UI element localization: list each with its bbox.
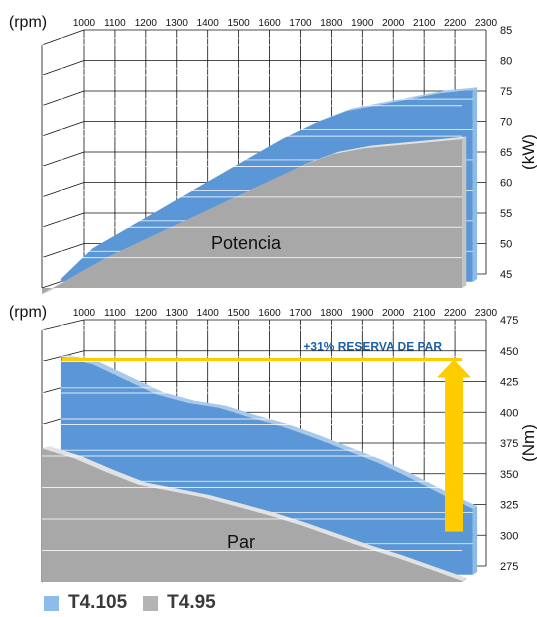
y-tick-label: 65 (500, 147, 512, 159)
x-tick-label: 1500 (227, 308, 250, 319)
x-tick-label: 2100 (413, 308, 436, 319)
torque-chart: 1000 1100 1200 1300 1400 1500 1600 1700 1800 1900… (9, 304, 537, 583)
grid-side-line (41, 90, 85, 107)
y-tick-label: 350 (500, 469, 518, 481)
y-tick-label: 50 (500, 239, 512, 251)
x-tick-label: 1300 (166, 18, 189, 29)
series-front-face (42, 139, 462, 295)
legend-item-t4105: T4.105 (44, 592, 127, 614)
x-tick-label: 1000 (73, 18, 96, 29)
y-tick-label: 85 (500, 25, 512, 37)
x-tick-label: 1600 (258, 308, 281, 319)
y-tick-label: 75 (500, 86, 512, 98)
reserve-annotation-text: +31% RESERVA DE PAR (303, 340, 442, 354)
x-axis-label: (rpm) (9, 304, 47, 321)
grid-side-line (41, 151, 85, 167)
chart-legend: T4.105 T4.95 (44, 592, 224, 614)
x-axis-label: (rpm) (9, 14, 47, 31)
x-tick-label: 1200 (135, 308, 158, 319)
x-tick-label: 1700 (289, 18, 312, 29)
x-tick-label: 1300 (166, 308, 189, 319)
reserve-arrow-shaft (445, 375, 463, 532)
inner-label: Par (227, 532, 255, 552)
y-tick-label: 275 (500, 561, 518, 573)
legend-label-t4105: T4.105 (68, 592, 128, 613)
x-tick-label: 1400 (197, 18, 220, 29)
y-tick-label: 300 (500, 530, 518, 542)
series-t495 (42, 44, 467, 295)
x-tick-label: 1400 (197, 308, 220, 319)
x-tick-label: 2000 (382, 308, 405, 319)
y-tick-label: 425 (500, 377, 518, 389)
x-tick-label: 1500 (227, 18, 250, 29)
x-tick-labels: 1000 1100 1200 1300 1400 1500 1600 1700 1800 1900… (73, 308, 498, 319)
y-tick-labels: 275 300 325 350 375 400 425 450 475 (500, 315, 518, 573)
x-tick-label: 1600 (258, 18, 281, 29)
grid-side-line (41, 243, 85, 259)
grid-side-line (41, 182, 85, 198)
x-tick-label: 2200 (444, 308, 467, 319)
y-tick-label: 325 (500, 500, 518, 512)
y-tick-label: 450 (500, 346, 518, 358)
legend-label-t495: T4.95 (167, 592, 216, 613)
x-tick-label: 1800 (320, 308, 343, 319)
x-tick-label: 1900 (351, 18, 374, 29)
y-tick-label: 80 (500, 56, 512, 68)
x-tick-label: 2100 (413, 18, 436, 29)
series-side-face (472, 87, 478, 282)
x-tick-label: 2300 (475, 18, 498, 29)
legend-item-t495: T4.95 (143, 592, 216, 614)
series-top-surface (42, 446, 467, 581)
grid-side-line (41, 121, 85, 137)
x-tick-label: 1000 (73, 308, 96, 319)
y-tick-label: 45 (500, 269, 512, 281)
grid-side-line (41, 60, 85, 76)
x-tick-label: 2200 (444, 18, 467, 29)
y-tick-label: 475 (500, 315, 518, 327)
y-tick-label: 55 (500, 208, 512, 220)
series-side-face (462, 577, 467, 582)
reserve-annotation: +31% RESERVA DE PAR (62, 340, 471, 532)
series-front-face (42, 448, 462, 582)
y-axis-label: (Nm) (519, 424, 537, 462)
series-side-face (462, 136, 467, 288)
x-tick-label: 1800 (320, 18, 343, 29)
legend-swatch-t495 (143, 595, 159, 611)
grid-side-line (41, 350, 85, 362)
grid-side-line (41, 319, 85, 331)
x-tick-labels: 1000 1100 1200 1300 1400 1500 1600 1700 1800 1900… (73, 18, 498, 29)
x-tick-label: 1700 (289, 308, 312, 319)
y-tick-label: 70 (500, 117, 512, 129)
power-chart: 1000 1100 1200 1300 1400 1500 1600 1700 1800 1900… (9, 14, 537, 295)
x-tick-label: 2300 (475, 308, 498, 319)
legend-swatch-t4105 (44, 595, 59, 611)
y-tick-labels: 45 50 55 60 65 70 75 80 85 (500, 25, 512, 281)
x-tick-label: 1100 (104, 18, 126, 29)
x-tick-label: 2000 (382, 18, 405, 29)
y-tick-label: 60 (500, 178, 512, 190)
reserve-arrow-head (437, 359, 471, 378)
series-side-face (472, 506, 478, 575)
series-t495 (42, 329, 467, 582)
y-axis-label: (kW) (519, 134, 537, 170)
x-tick-label: 1100 (104, 308, 126, 319)
grid-side-line (41, 212, 85, 228)
grid-side-line (41, 29, 85, 46)
y-tick-label: 400 (500, 407, 518, 419)
x-tick-label: 1900 (351, 308, 374, 319)
y-tick-label: 375 (500, 438, 518, 450)
inner-label: Potencia (211, 233, 282, 253)
x-tick-label: 1200 (135, 18, 158, 29)
